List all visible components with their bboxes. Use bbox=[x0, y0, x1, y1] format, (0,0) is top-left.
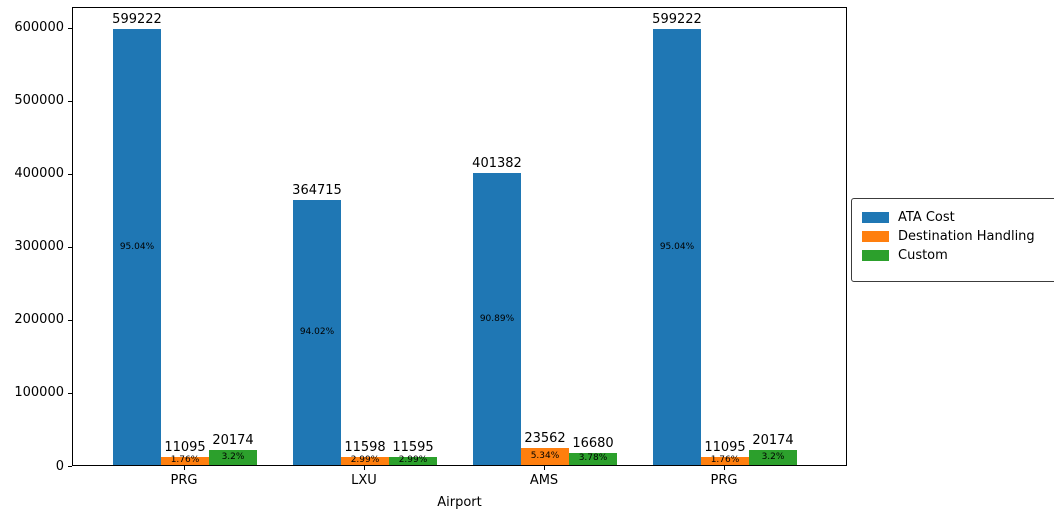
bar-custom-prg bbox=[209, 450, 257, 465]
bar-percent-label: 5.34% bbox=[530, 450, 560, 461]
bar-percent-label: 94.02% bbox=[299, 326, 335, 337]
y-tick-mark bbox=[68, 247, 72, 248]
bar-percent-label: 2.99% bbox=[398, 455, 428, 466]
y-tick-label: 300000 bbox=[14, 239, 64, 255]
bar-value-label: 23562 bbox=[524, 430, 566, 446]
bar-value-label: 401382 bbox=[472, 156, 522, 172]
bar-ata-cost-ams bbox=[473, 173, 521, 465]
x-tick-mark bbox=[724, 466, 725, 470]
bar-destination-handling-prg bbox=[161, 456, 209, 465]
y-tick-label: 100000 bbox=[14, 385, 64, 401]
bar-value-label: 16680 bbox=[572, 435, 614, 451]
legend: ATA Cost Destination Handling Custom bbox=[851, 198, 1054, 282]
y-tick-mark bbox=[68, 320, 72, 321]
bar-value-label: 11598 bbox=[344, 439, 386, 455]
x-tick-label: AMS bbox=[529, 473, 559, 488]
y-tick-label: 400000 bbox=[14, 166, 64, 182]
bar-percent-label: 2.99% bbox=[350, 455, 380, 466]
bar-percent-label: 3.2% bbox=[761, 452, 785, 463]
bar-custom-prg bbox=[749, 450, 797, 465]
y-tick-mark bbox=[68, 466, 72, 467]
y-tick-mark bbox=[68, 393, 72, 394]
x-tick-label: LXU bbox=[351, 473, 377, 488]
legend-item-custom: Custom bbox=[862, 246, 1054, 265]
bar-percent-label: 95.04% bbox=[659, 241, 695, 252]
bar-custom-ams bbox=[569, 452, 617, 465]
bar-percent-label: 90.89% bbox=[479, 313, 515, 324]
bar-ata-cost-prg bbox=[113, 29, 161, 465]
x-tick-label: PRG bbox=[710, 473, 738, 488]
legend-item-label: Destination Handling bbox=[898, 229, 1035, 244]
bar-value-label: 599222 bbox=[112, 12, 162, 28]
y-tick-label: 0 bbox=[55, 458, 64, 474]
y-tick-mark bbox=[68, 28, 72, 29]
bar-ata-cost-lxu bbox=[293, 199, 341, 465]
bar-ata-cost-prg bbox=[653, 29, 701, 465]
bar-value-label: 20174 bbox=[752, 433, 794, 449]
x-tick-mark bbox=[184, 466, 185, 470]
legend-swatch bbox=[862, 250, 889, 261]
y-tick-label: 500000 bbox=[14, 93, 64, 109]
legend-item-label: Custom bbox=[898, 248, 948, 263]
bar-percent-label: 95.04% bbox=[119, 241, 155, 252]
bar-value-label: 599222 bbox=[652, 12, 702, 28]
bar-value-label: 11095 bbox=[704, 439, 746, 455]
legend-item-label: ATA Cost bbox=[898, 210, 955, 225]
legend-item-ata-cost: ATA Cost bbox=[862, 208, 1054, 227]
bar-percent-label: 3.78% bbox=[578, 453, 608, 464]
x-tick-mark bbox=[544, 466, 545, 470]
bar-value-label: 20174 bbox=[212, 433, 254, 449]
bar-destination-handling-prg bbox=[701, 456, 749, 465]
bar-value-label: 11595 bbox=[392, 439, 434, 455]
bar-percent-label: 1.76% bbox=[710, 455, 740, 466]
x-tick-label: PRG bbox=[170, 473, 198, 488]
bar-value-label: 11095 bbox=[164, 439, 206, 455]
y-tick-mark bbox=[68, 101, 72, 102]
bar-percent-label: 3.2% bbox=[221, 452, 245, 463]
bar-percent-label: 1.76% bbox=[170, 455, 200, 466]
y-tick-label: 600000 bbox=[14, 20, 64, 36]
bar-value-label: 364715 bbox=[292, 182, 342, 198]
bar-destination-handling-lxu bbox=[341, 456, 389, 465]
y-tick-label: 200000 bbox=[14, 312, 64, 328]
x-tick-mark bbox=[364, 466, 365, 470]
legend-item-destination-handling: Destination Handling bbox=[862, 227, 1054, 246]
y-tick-mark bbox=[68, 174, 72, 175]
legend-swatch bbox=[862, 231, 889, 242]
bar-destination-handling-ams bbox=[521, 447, 569, 465]
plot-area: 599222 95.04% 364715 94.02% 401382 90.89% 5992… bbox=[72, 7, 847, 466]
bar-custom-lxu bbox=[389, 456, 437, 465]
x-axis-label: Airport bbox=[437, 495, 482, 510]
legend-swatch bbox=[862, 212, 889, 223]
